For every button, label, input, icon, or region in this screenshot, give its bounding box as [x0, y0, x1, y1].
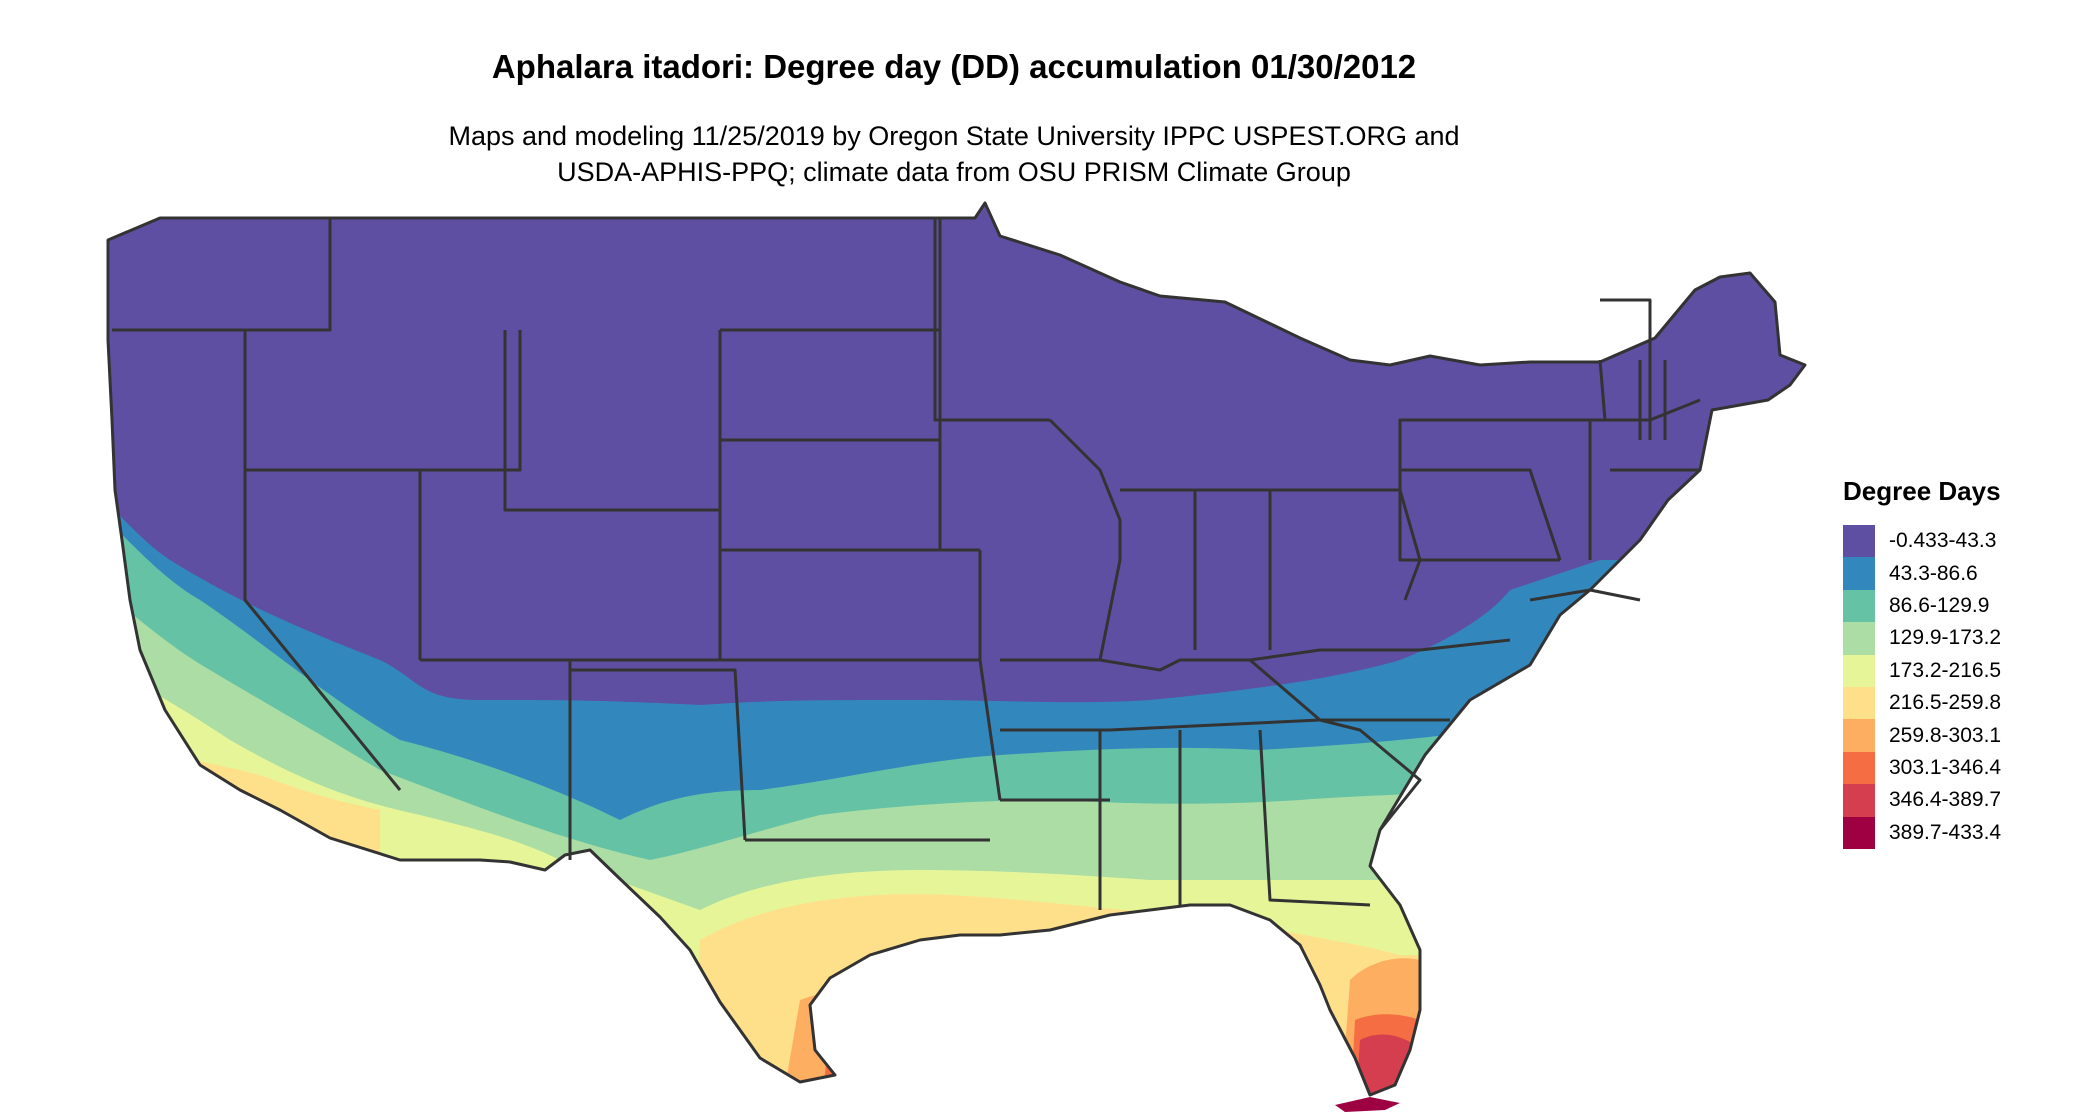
- legend-item: -0.433-43.3: [1843, 525, 2001, 558]
- legend-label: 259.8-303.1: [1889, 723, 2002, 747]
- zone-band: [780, 958, 1805, 1095]
- legend-swatch: [1843, 784, 1875, 817]
- legend-label: 173.2-216.5: [1889, 658, 2002, 682]
- legend-item: 129.9-173.2: [1843, 622, 2002, 655]
- legend-label: 389.7-433.4: [1889, 820, 2002, 844]
- legend-swatch: [1843, 589, 1875, 623]
- legend-label: 346.4-389.7: [1889, 788, 2002, 812]
- legend-label: -0.433-43.3: [1889, 529, 1997, 553]
- map-title: Aphalara itadori: Degree day (DD) accumu…: [491, 48, 1417, 85]
- legend-item: 346.4-389.7: [1843, 784, 2002, 817]
- us-outline: [106, 201, 1807, 1097]
- legend: Degree Days -0.433-43.3 43.3-86.6 86.6-129…: [1843, 476, 2001, 849]
- subtitle-line-2: USDA-APHIS-PPQ; climate data from OSU PR…: [557, 157, 1351, 187]
- legend-swatch: [1843, 719, 1875, 752]
- legend-label: 129.9-173.2: [1889, 626, 2002, 650]
- legend-label: 216.5-259.8: [1889, 691, 2002, 715]
- map-subtitle: Maps and modeling 11/25/2019 by Oregon S…: [0, 118, 1908, 190]
- legend-swatch: [1843, 816, 1875, 849]
- subtitle-line-1: Maps and modeling 11/25/2019 by Oregon S…: [448, 121, 1460, 151]
- legend-item: 86.6-129.9: [1843, 589, 2001, 623]
- legend-label: 303.1-346.4: [1889, 755, 2002, 779]
- legend-title: Degree Days: [1843, 476, 2001, 506]
- legend-swatch: [1843, 557, 1875, 590]
- legend-item: 303.1-346.4: [1843, 751, 2002, 785]
- legend-item: 389.7-433.4: [1843, 816, 2002, 849]
- legend-label: 43.3-86.6: [1889, 561, 1978, 585]
- state-borders: [112, 218, 1701, 910]
- legend-item: 173.2-216.5: [1843, 654, 2002, 687]
- legend-swatch: [1843, 686, 1875, 720]
- legend-swatch: [1843, 525, 1875, 558]
- legend-swatch: [1843, 654, 1875, 687]
- legend-items: -0.433-43.3 43.3-86.6 86.6-129.9 129.9-173.…: [1843, 525, 2001, 849]
- legend-item: 43.3-86.6: [1843, 557, 2001, 590]
- zone-band: [1335, 1097, 1400, 1112]
- legend-item: 216.5-259.8: [1843, 686, 2002, 720]
- legend-swatch: [1843, 751, 1875, 785]
- legend-swatch: [1843, 622, 1875, 655]
- legend-item: 259.8-303.1: [1843, 719, 2002, 752]
- zone-band: [820, 1014, 1805, 1095]
- legend-label: 86.6-129.9: [1889, 593, 1990, 617]
